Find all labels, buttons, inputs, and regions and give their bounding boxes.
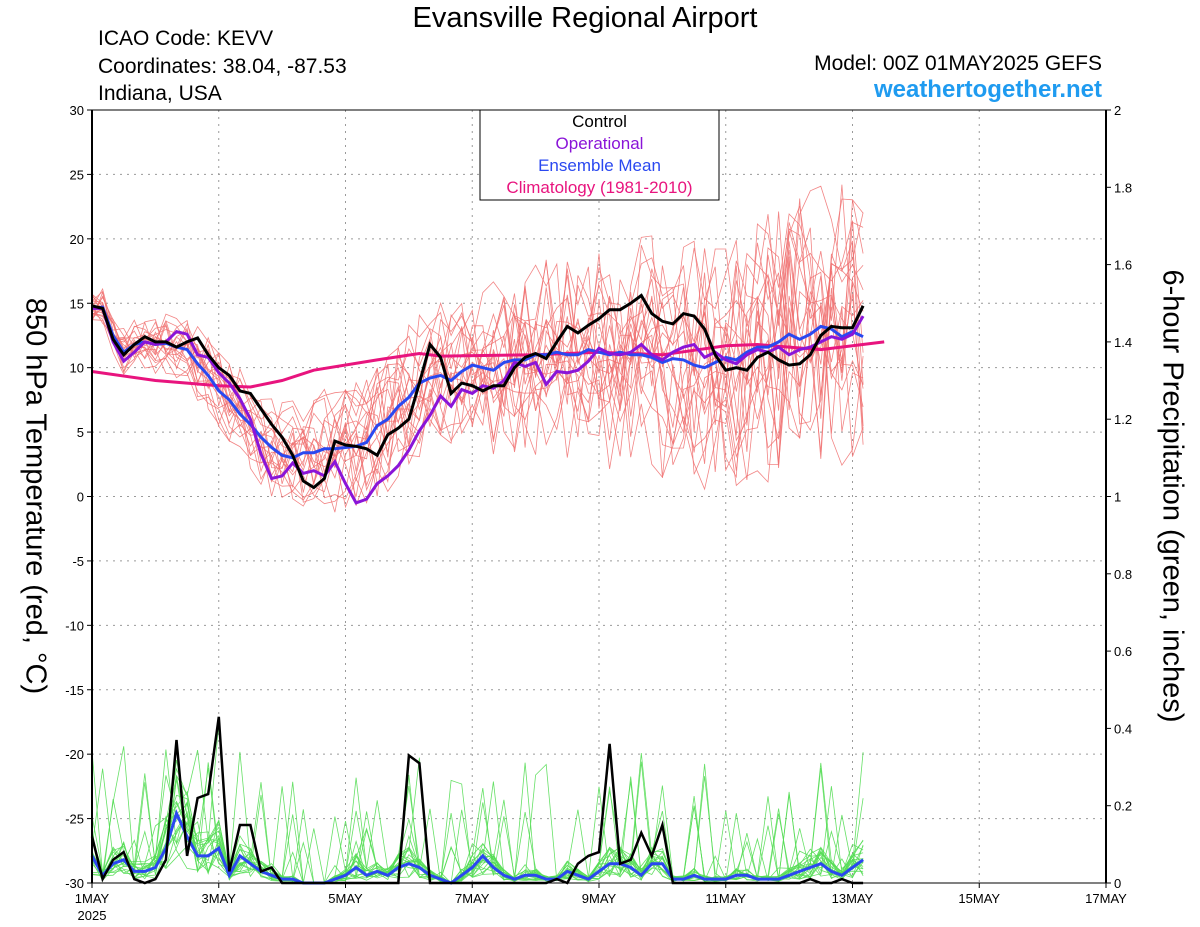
legend: Control Operational Ensemble Mean Climatolo… xyxy=(479,109,720,201)
region: Indiana, USA xyxy=(98,82,222,105)
y-tick-label: 30 xyxy=(70,103,84,118)
site-link[interactable]: weathertogether.net xyxy=(873,76,1102,103)
ensemble-member-temperature-line xyxy=(91,228,864,487)
y-tick-label: -25 xyxy=(65,812,84,827)
y2-tick-label: 1.2 xyxy=(1114,412,1132,427)
ensemble-member-precipitation-line xyxy=(91,773,864,884)
y-tick-label: -20 xyxy=(65,747,84,762)
y-tick-label: -30 xyxy=(65,876,84,891)
y2-tick-label: 2 xyxy=(1114,103,1121,118)
x-tick-label: 5MAY xyxy=(328,891,363,906)
x-tick-label: 13MAY xyxy=(832,891,874,906)
y-tick-label: 25 xyxy=(70,167,84,182)
legend-entry: Operational xyxy=(556,134,644,153)
x-tick-label: 11MAY xyxy=(705,891,746,906)
y2-tick-label: 0.2 xyxy=(1114,799,1132,814)
precipitation-mean-line xyxy=(90,809,864,885)
y-tick-label: -5 xyxy=(72,554,84,569)
y-tick-label: -10 xyxy=(65,618,84,633)
y-tick-label: 10 xyxy=(70,361,84,376)
y-axis-label-right: 6-hour Precipitation (green, inches) xyxy=(1156,269,1189,723)
coordinates: Coordinates: 38.04, -87.53 xyxy=(98,55,347,78)
legend-entry: Control xyxy=(572,112,627,131)
ensemble-member-precipitation-line xyxy=(91,767,864,884)
control-line xyxy=(91,293,865,490)
legend-entry: Climatology (1981-2010) xyxy=(506,178,692,197)
y2-tick-label: 0 xyxy=(1114,876,1121,891)
climatology-line xyxy=(91,340,885,389)
x-tick-label: 9MAY xyxy=(582,891,617,906)
y-tick-label: -15 xyxy=(65,683,84,698)
chart-title: Evansville Regional Airport xyxy=(412,2,758,34)
y2-tick-label: 1 xyxy=(1114,490,1121,505)
legend-entry: Ensemble Mean xyxy=(538,156,661,175)
x-tick-label: 7MAY xyxy=(455,891,490,906)
y2-tick-label: 0.6 xyxy=(1114,644,1132,659)
y2-tick-label: 0.4 xyxy=(1114,721,1132,736)
y2-tick-label: 1.4 xyxy=(1114,335,1132,350)
icao-code: ICAO Code: KEVV xyxy=(98,27,274,50)
model-run: Model: 00Z 01MAY2025 GEFS xyxy=(814,52,1102,75)
y-tick-label: 0 xyxy=(77,490,84,505)
y-axis-label-left: 850 hPa Temperature (red, °C) xyxy=(19,297,52,695)
ensemble-member-temperature-line xyxy=(91,240,864,506)
y2-tick-label: 0.8 xyxy=(1114,567,1132,582)
ensemble-mean-line xyxy=(91,305,864,460)
ensemble-member-temperature-line xyxy=(91,220,864,497)
ensemble-member-temperature-line xyxy=(91,248,864,485)
ensemble-member-temperature-line xyxy=(91,247,864,485)
ensemble-member-temperature-line xyxy=(91,212,864,513)
x-tick-label: 17MAY xyxy=(1085,891,1127,906)
y2-tick-label: 1.6 xyxy=(1114,258,1132,273)
ensemble-member-precipitation-line xyxy=(91,787,864,884)
legend-box xyxy=(479,109,720,201)
ensemble-member-temperature-line xyxy=(91,205,864,468)
x-tick-year-label: 2025 xyxy=(78,908,107,923)
y-tick-label: 15 xyxy=(70,296,84,311)
ensemble-member-temperature-line xyxy=(91,198,864,491)
ensemble-member-temperature-line xyxy=(91,185,864,475)
x-tick-label: 1MAY xyxy=(75,891,110,906)
x-tick-label: 3MAY xyxy=(202,891,237,906)
ensemble-member-temperature-line xyxy=(91,213,864,479)
y-tick-label: 20 xyxy=(70,232,84,247)
y-tick-label: 5 xyxy=(77,425,84,440)
y2-tick-label: 1.8 xyxy=(1114,180,1132,195)
x-tick-label: 15MAY xyxy=(958,891,1000,906)
